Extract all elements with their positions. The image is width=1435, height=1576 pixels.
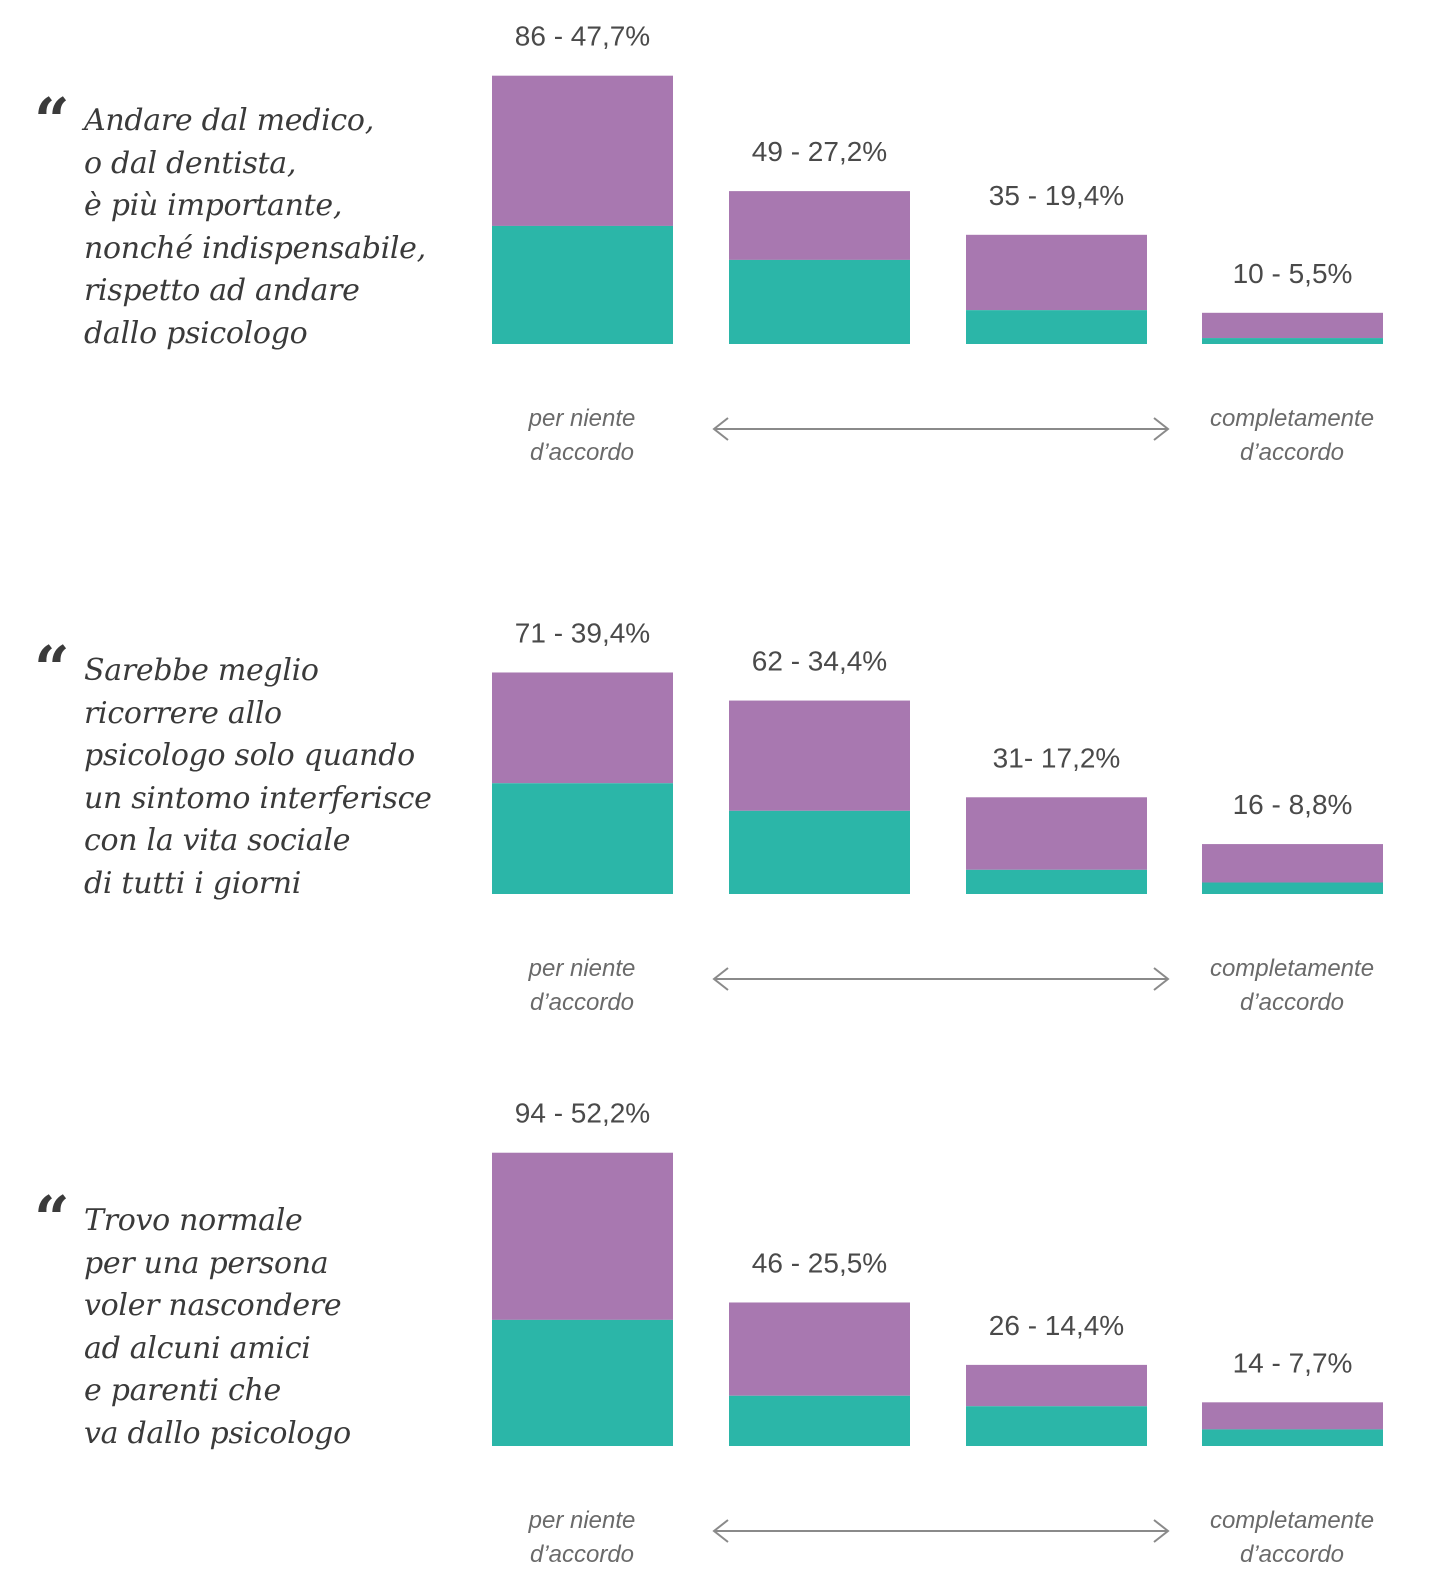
axis-label-left: d’accordo [530,989,634,1016]
data-label: 94 - 52,2% [515,1100,650,1129]
quote-line: un sintomo interferisce [84,780,432,816]
data-label: 71 - 39,4% [515,617,650,648]
bar-segment-purple [492,1152,673,1320]
bar-segment-purple [966,797,1147,870]
chart-panel-3: “ Trovo normale per una persona voler na… [0,1100,1435,1576]
bar-segment-purple [729,700,910,811]
quote-line: è più importante, [84,188,343,223]
axis-label-right: d’accordo [1240,439,1344,466]
axis-label-left: d’accordo [530,1541,634,1568]
axis-label-left: per niente [528,1507,636,1534]
quote-text: Trovo normale per una persona voler nasc… [84,1200,444,1455]
chart-panel-1: “ Andare dal medico, o dal dentista, è p… [0,0,1435,520]
quote-line: o dal dentista, [84,145,297,181]
arrow-left-icon [712,1519,729,1543]
quote-line: rispetto ad andare [84,273,360,308]
data-label: 86 - 47,7% [515,21,650,52]
quote-line: Andare dal medico, [84,103,374,138]
bar-segment-teal [1202,882,1383,894]
bar-segment-purple [492,672,673,784]
quote-line: psicologo solo quando [84,738,415,773]
axis-label-right: d’accordo [1240,1541,1344,1568]
bar-segment-teal [966,869,1147,894]
data-label: 31- 17,2% [993,742,1121,773]
bar-segment-purple [1202,1402,1383,1430]
axis-label-left: d’accordo [530,439,634,466]
bar-segment-purple [729,191,910,260]
quote-mark-icon: “ [34,84,70,157]
bar-chart: 71 - 39,4% 62 - 34,4% 31- 17,2% 16 - 8,8% pe… [492,617,1383,1016]
quote-text: Sarebbe meglio ricorrere allo psicologo … [84,650,444,905]
data-label: 49 - 27,2% [752,136,887,167]
bar-segment-teal [729,1395,910,1446]
data-label: 16 - 8,8% [1233,789,1353,820]
quote-line: di tutti i giorni [84,865,302,901]
bar-segment-teal [729,810,910,894]
axis-label-left: per niente [528,955,636,982]
bar-segment-teal [1202,1429,1383,1446]
chart-panel-2: “ Sarebbe meglio ricorrere allo psicolog… [0,550,1435,1070]
bar-segment-purple [1202,844,1383,883]
axis-label-right: completamente [1210,955,1374,982]
bar-segment-teal [966,310,1147,344]
quote-line: per una persona [84,1245,329,1281]
bar-segment-purple [966,1364,1147,1407]
data-label: 26 - 14,4% [989,1310,1124,1341]
bar-chart: 94 - 52,2% 46 - 25,5% 26 - 14,4% 14 - 7,7% p… [492,1100,1383,1568]
bar-segment-purple [1202,312,1383,339]
bar-segment-teal [729,259,910,344]
quote-text: Andare dal medico, o dal dentista, è più… [84,100,444,355]
bar-segment-teal [492,225,673,344]
data-label: 10 - 5,5% [1233,258,1353,289]
bar-segment-purple [492,75,673,226]
arrow-left-icon [712,417,729,441]
quote-line: Sarebbe meglio [84,653,319,688]
bar-segment-purple [966,234,1147,311]
arrow-right-icon [1153,417,1170,441]
bar-segment-teal [1202,338,1383,344]
arrow-left-icon [712,967,729,991]
data-label: 46 - 25,5% [752,1247,887,1278]
quote-line: ricorrere allo [84,695,282,731]
arrow-right-icon [1153,1519,1170,1543]
bar-segment-purple [729,1302,910,1396]
bar-segment-teal [966,1406,1147,1446]
axis-label-right: completamente [1210,1507,1374,1534]
quote-line: e parenti che [84,1373,281,1408]
bar-chart: 86 - 47,7% 49 - 27,2% 35 - 19,4% 10 - 5,5% p… [492,21,1383,466]
arrow-right-icon [1153,967,1170,991]
axis-label-right: completamente [1210,405,1374,432]
quote-line: va dallo psicologo [84,1415,351,1451]
quote-line: Trovo normale [84,1203,303,1238]
quote-mark-icon: “ [34,1182,70,1255]
bar-segment-teal [492,1319,673,1446]
axis-label-left: per niente [528,405,636,432]
bar-segment-teal [492,783,673,894]
quote-line: dallo psicologo [84,315,308,351]
data-label: 35 - 19,4% [989,180,1124,211]
quote-line: con la vita sociale [84,823,351,858]
quote-mark-icon: “ [34,632,70,705]
axis-label-right: d’accordo [1240,989,1344,1016]
data-label: 14 - 7,7% [1233,1347,1353,1378]
quote-line: nonché indispensabile, [84,230,426,266]
quote-line: ad alcuni amici [84,1330,311,1366]
data-label: 62 - 34,4% [752,646,887,677]
quote-line: voler nascondere [84,1288,342,1323]
